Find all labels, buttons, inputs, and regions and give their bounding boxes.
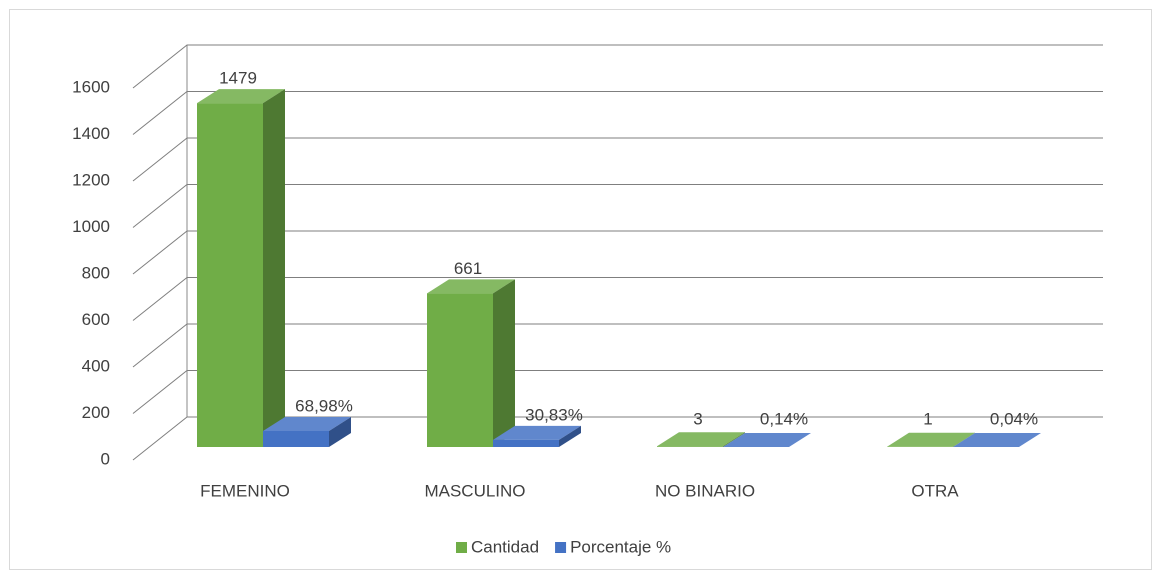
bar-side bbox=[329, 416, 351, 447]
bar-top bbox=[427, 279, 515, 294]
bar bbox=[197, 89, 285, 447]
grid-line bbox=[132, 323, 1103, 368]
bar-front bbox=[263, 430, 329, 447]
y-tick-label: 0 bbox=[101, 449, 110, 468]
bar-top bbox=[197, 89, 285, 104]
legend-swatch bbox=[555, 542, 567, 553]
chart-border bbox=[9, 9, 1152, 570]
bar-top bbox=[493, 425, 581, 440]
y-tick-label: 400 bbox=[82, 356, 110, 375]
grid-line bbox=[132, 137, 1103, 182]
legend-label: Cantidad bbox=[471, 537, 539, 556]
grid-line bbox=[132, 230, 1103, 275]
bar-side bbox=[263, 89, 285, 447]
bar bbox=[953, 432, 1041, 447]
bar-top bbox=[657, 432, 745, 447]
value-label: 0,14% bbox=[760, 409, 808, 428]
bar-top bbox=[263, 416, 351, 431]
grid-line bbox=[132, 44, 1103, 89]
value-label: 0,04% bbox=[990, 409, 1038, 428]
bar-front bbox=[197, 103, 263, 447]
bar-side bbox=[1019, 432, 1041, 447]
value-label: 661 bbox=[454, 259, 482, 278]
grid-line bbox=[132, 184, 1103, 228]
bar bbox=[887, 432, 975, 447]
value-label: 3 bbox=[693, 409, 702, 428]
legend-label: Porcentaje % bbox=[570, 537, 671, 556]
bar-side bbox=[723, 432, 745, 447]
bar-front bbox=[493, 439, 559, 447]
bar-front bbox=[427, 293, 493, 447]
bar bbox=[427, 279, 515, 447]
bar bbox=[657, 432, 745, 447]
value-label: 30,83% bbox=[525, 405, 583, 424]
bar-side bbox=[559, 425, 581, 447]
y-tick-label: 800 bbox=[82, 263, 110, 282]
bar-top bbox=[887, 432, 975, 447]
grid-line bbox=[132, 91, 1103, 135]
bar-side bbox=[789, 432, 811, 447]
y-tick-label: 1600 bbox=[72, 77, 110, 96]
x-tick-label: MASCULINO bbox=[424, 481, 525, 500]
grid-line bbox=[132, 370, 1103, 414]
bar bbox=[263, 416, 351, 447]
bar bbox=[493, 425, 581, 447]
y-tick-label: 1000 bbox=[72, 217, 110, 236]
bar-top bbox=[723, 432, 811, 447]
value-label: 68,98% bbox=[295, 396, 353, 415]
bar-side bbox=[493, 279, 515, 447]
x-tick-label: NO BINARIO bbox=[655, 481, 755, 500]
y-tick-label: 200 bbox=[82, 403, 110, 422]
x-tick-label: OTRA bbox=[911, 481, 959, 500]
value-label: 1479 bbox=[219, 69, 257, 88]
legend-swatch bbox=[456, 542, 467, 553]
bar-front bbox=[657, 446, 723, 447]
value-label: 1 bbox=[923, 409, 932, 428]
grid-line bbox=[132, 277, 1103, 321]
bar-side bbox=[953, 432, 975, 447]
bar-top bbox=[953, 432, 1041, 447]
x-tick-label: FEMENINO bbox=[200, 481, 290, 500]
y-tick-label: 1400 bbox=[72, 124, 110, 143]
bar bbox=[723, 432, 811, 447]
y-tick-label: 1200 bbox=[72, 170, 110, 189]
grid-line bbox=[132, 416, 1103, 461]
y-tick-label: 600 bbox=[82, 310, 110, 329]
